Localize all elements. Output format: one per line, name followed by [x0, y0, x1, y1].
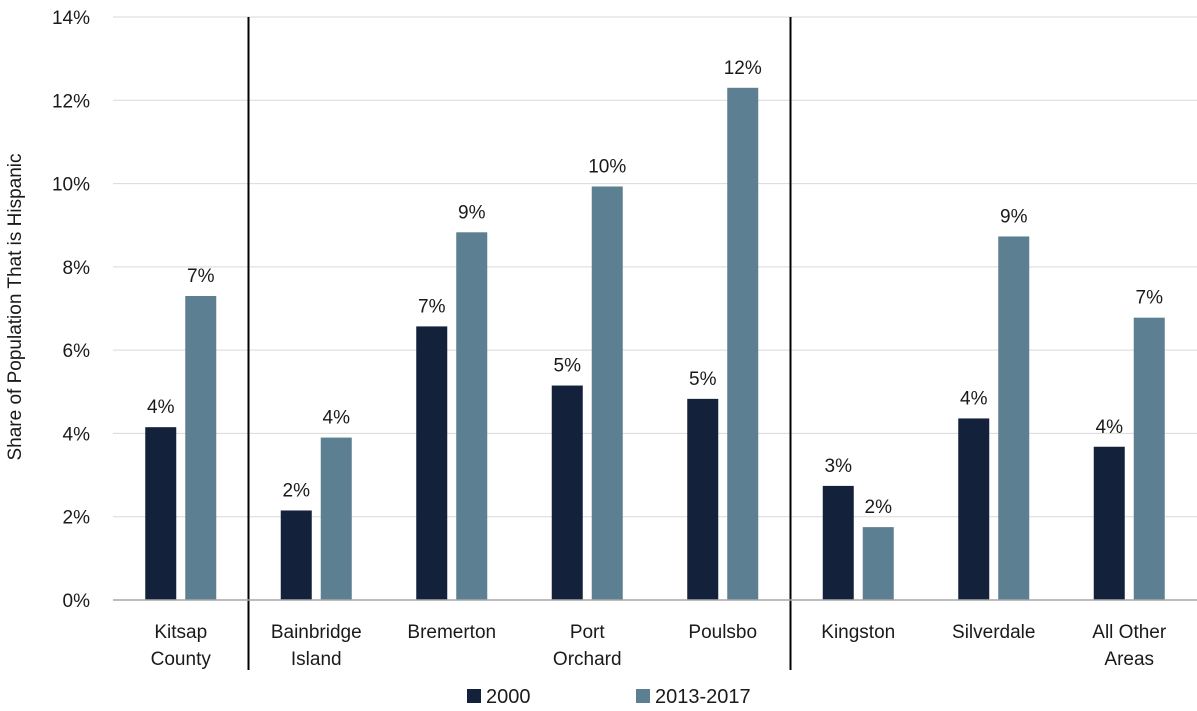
data-label: 3%	[825, 456, 853, 477]
x-category-label: Island	[291, 649, 342, 670]
bar-series-1	[145, 427, 177, 600]
x-category-label: Areas	[1104, 649, 1154, 670]
x-category-label: Silverdale	[952, 622, 1035, 643]
x-category-label: Bainbridge	[271, 622, 362, 643]
bar-series-1	[551, 385, 583, 600]
bar-series-2	[862, 527, 894, 600]
bar-series-2	[1133, 317, 1165, 600]
axes: 0% 2% 4% 6% 8% 10% 12% 14% Kitsap County Bainbridg…	[52, 8, 1197, 670]
y-tick-label: 12%	[52, 91, 90, 112]
data-label: 4%	[960, 388, 988, 409]
data-labels: 4% 7% 2% 4% 7% 9% 5% 10% 5% 12% 3% 2% 4% 9% 4% 7%	[147, 58, 1163, 518]
data-label: 4%	[1096, 417, 1124, 438]
data-label: 2%	[865, 497, 893, 518]
data-label: 2%	[283, 480, 311, 501]
bar-series-1	[416, 326, 448, 600]
bar-series-2	[591, 186, 623, 600]
data-label: 5%	[554, 356, 582, 377]
group-separators	[247, 17, 792, 670]
x-category-label: County	[151, 649, 212, 670]
gridlines	[113, 16, 1197, 518]
y-tick-label: 4%	[63, 424, 91, 445]
data-label: 10%	[588, 156, 626, 177]
data-label: 5%	[689, 369, 717, 390]
x-category-label: All Other	[1092, 622, 1167, 643]
data-label: 7%	[187, 266, 215, 287]
data-label: 4%	[147, 397, 175, 418]
bar-series-2	[185, 296, 217, 600]
legend-swatch	[636, 689, 650, 703]
x-category-label: Orchard	[553, 649, 622, 670]
y-tick-label: 10%	[52, 175, 90, 196]
legend-label: 2013-2017	[655, 686, 751, 708]
bar-series-1	[958, 418, 990, 600]
x-category-label: Poulsbo	[688, 622, 757, 643]
x-category-label: Bremerton	[407, 622, 496, 643]
y-axis-title: Share of Population That is Hispanic	[5, 154, 26, 461]
data-label: 7%	[418, 296, 446, 317]
data-label: 4%	[323, 408, 351, 429]
y-tick-label: 2%	[63, 508, 91, 529]
bar-series-1	[280, 510, 312, 600]
y-tick-label: 14%	[52, 8, 90, 29]
x-category-label: Port	[570, 622, 606, 643]
legend: 2000 2013-2017	[467, 686, 751, 708]
legend-label: 2000	[486, 686, 531, 708]
bars	[145, 87, 1165, 601]
bar-series-1	[687, 398, 719, 600]
bar-series-2	[320, 437, 352, 600]
bar-series-2	[998, 236, 1030, 600]
y-tick-label: 6%	[63, 341, 91, 362]
data-label: 12%	[724, 58, 762, 79]
legend-swatch	[467, 689, 481, 703]
data-label: 9%	[458, 202, 486, 223]
data-label: 9%	[1000, 206, 1028, 227]
bar-series-1	[822, 485, 854, 600]
bar-series-2	[456, 232, 488, 600]
bar-series-1	[1093, 446, 1125, 600]
y-tick-label: 0%	[63, 591, 91, 612]
bar-series-2	[727, 87, 759, 601]
y-tick-label: 8%	[63, 258, 91, 279]
x-category-label: Kitsap	[154, 622, 207, 643]
data-label: 7%	[1136, 288, 1164, 309]
x-category-label: Kingston	[821, 622, 895, 643]
